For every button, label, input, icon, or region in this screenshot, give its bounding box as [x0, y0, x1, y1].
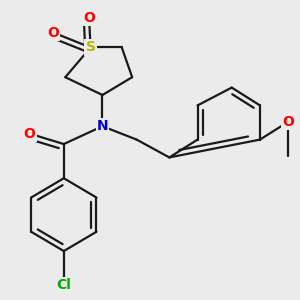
Text: Cl: Cl — [56, 278, 71, 292]
Text: O: O — [282, 115, 294, 129]
Text: N: N — [97, 119, 108, 133]
Text: O: O — [47, 26, 59, 40]
Text: S: S — [85, 40, 96, 55]
Text: O: O — [24, 127, 36, 141]
Text: O: O — [83, 11, 95, 25]
